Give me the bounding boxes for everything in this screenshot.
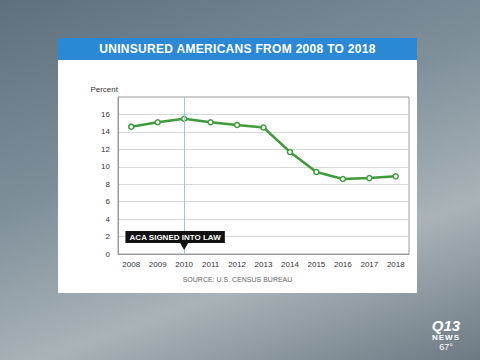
html-text:67°: 67° <box>439 342 453 352</box>
svg-text:2010: 2010 <box>175 260 193 269</box>
svg-text:4: 4 <box>106 215 111 224</box>
svg-text:2016: 2016 <box>334 260 352 269</box>
svg-text:2018: 2018 <box>387 260 405 269</box>
svg-text:14: 14 <box>101 127 110 136</box>
svg-text:2012: 2012 <box>228 260 246 269</box>
svg-text:2: 2 <box>106 232 111 241</box>
svg-text:2013: 2013 <box>255 260 273 269</box>
svg-text:16: 16 <box>101 110 110 119</box>
svg-text:2009: 2009 <box>149 260 167 269</box>
svg-text:2014: 2014 <box>281 260 299 269</box>
svg-text:ACA SIGNED INTO LAW: ACA SIGNED INTO LAW <box>130 233 222 242</box>
svg-text:10: 10 <box>101 162 110 171</box>
svg-text:2015: 2015 <box>308 260 326 269</box>
svg-text:0: 0 <box>106 250 111 259</box>
html-text:Q13: Q13 <box>431 317 461 334</box>
svg-text:2008: 2008 <box>122 260 140 269</box>
html-text:SOURCE: U.S. CENSUS BUREAU: SOURCE: U.S. CENSUS BUREAU <box>182 276 293 283</box>
svg-text:Percent: Percent <box>90 85 118 94</box>
svg-text:8: 8 <box>106 180 111 189</box>
svg-text:6: 6 <box>106 197 111 206</box>
svg-text:2017: 2017 <box>360 260 378 269</box>
svg-text:12: 12 <box>101 145 110 154</box>
svg-text:2011: 2011 <box>202 260 220 269</box>
html-text:NEWS: NEWS <box>432 333 460 342</box>
html-text:UNINSURED AMERICANS FROM 2008: UNINSURED AMERICANS FROM 2008 TO 2018 <box>99 42 376 56</box>
